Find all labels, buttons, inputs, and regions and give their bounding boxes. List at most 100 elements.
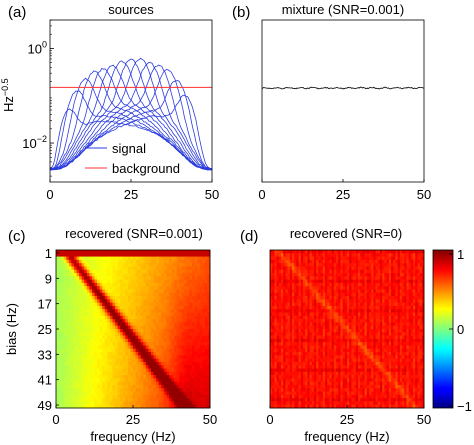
- heatmap-cell: [289, 250, 293, 254]
- heatmap-cell: [102, 398, 106, 402]
- heatmap-cell: [161, 368, 165, 373]
- heatmap-cell: [135, 289, 139, 294]
- heatmap-cell: [192, 315, 195, 320]
- heatmap-cell: [303, 253, 306, 257]
- heatmap-cell: [386, 256, 390, 261]
- heatmap-cell: [204, 302, 208, 307]
- heatmap-cell: [115, 253, 118, 257]
- heatmap-cell: [311, 338, 315, 343]
- heatmap-cell: [68, 286, 72, 290]
- heatmap-cell: [402, 269, 405, 274]
- heatmap-cell: [81, 256, 85, 261]
- heatmap-cell: [89, 263, 93, 267]
- heatmap-cell: [179, 296, 183, 300]
- heatmap-cell: [285, 256, 288, 261]
- heatmap-cell: [342, 312, 346, 317]
- heatmap-cell: [194, 342, 198, 346]
- heatmap-cell: [274, 299, 277, 304]
- heatmap-cell: [303, 315, 306, 320]
- heatmap-cell: [99, 292, 103, 297]
- heatmap-cell: [104, 250, 108, 254]
- y-tick-label: 1: [45, 246, 52, 261]
- heatmap-cell: [181, 325, 185, 330]
- heatmap-cell: [127, 352, 131, 356]
- heatmap-cell: [331, 292, 335, 297]
- heatmap-cell: [138, 352, 142, 356]
- heatmap-cell: [166, 401, 170, 406]
- heatmap-cell: [61, 279, 65, 284]
- heatmap-cell: [314, 325, 317, 330]
- heatmap-cell: [353, 319, 357, 323]
- heatmap-cell: [353, 299, 357, 304]
- heatmap-cell: [192, 361, 195, 366]
- heatmap-cell: [73, 312, 77, 317]
- heatmap-cell: [194, 263, 198, 267]
- heatmap-cell: [292, 259, 295, 264]
- heatmap-cell: [63, 266, 67, 271]
- heatmap-cell: [287, 253, 291, 257]
- heatmap-cell: [181, 365, 185, 369]
- heatmap-cell: [176, 384, 180, 389]
- heatmap-cell: [153, 259, 157, 264]
- heatmap-cell: [189, 345, 193, 350]
- heatmap-cell: [189, 312, 193, 317]
- heatmap-cell: [325, 250, 328, 254]
- heatmap-cell: [397, 266, 401, 271]
- heatmap-cell: [122, 309, 126, 313]
- heatmap-cell: [150, 305, 154, 310]
- heatmap-cell: [417, 259, 420, 264]
- heatmap-cell: [189, 309, 193, 313]
- heatmap-cell: [79, 312, 83, 317]
- heatmap-cell: [380, 253, 383, 257]
- heatmap-cell: [294, 296, 297, 300]
- heatmap-cell: [336, 266, 339, 271]
- heatmap-cell: [56, 391, 59, 396]
- heatmap-cell: [145, 388, 149, 392]
- heatmap-cell: [125, 355, 129, 359]
- heatmap-cell: [316, 273, 319, 277]
- heatmap-cell: [181, 296, 185, 300]
- heatmap-cell: [58, 253, 62, 257]
- heatmap-cell: [122, 276, 126, 280]
- heatmap-cell: [161, 384, 165, 389]
- heatmap-cell: [171, 253, 175, 257]
- heatmap-cell: [58, 361, 62, 366]
- heatmap-cell: [107, 286, 111, 290]
- heatmap-cell: [156, 401, 160, 406]
- heatmap-cell: [71, 276, 75, 280]
- heatmap-cell: [84, 253, 88, 257]
- heatmap-cell: [63, 378, 67, 383]
- heatmap-cell: [84, 269, 88, 274]
- heatmap-cell: [202, 338, 206, 343]
- heatmap-cell: [127, 266, 131, 271]
- heatmap-cell: [415, 299, 418, 304]
- heatmap-cell: [135, 263, 139, 267]
- heatmap-cell: [130, 309, 134, 313]
- heatmap-cell: [61, 335, 65, 340]
- heatmap-cell: [156, 375, 160, 379]
- heatmap-cell: [184, 325, 188, 330]
- heatmap-cell: [194, 371, 198, 376]
- heatmap-cell: [318, 269, 321, 274]
- heatmap-cell: [353, 282, 357, 287]
- x-tick-label: 25: [126, 412, 140, 427]
- heatmap-cell: [89, 259, 93, 264]
- panel-a-label: (a): [8, 4, 26, 21]
- heatmap-cell: [402, 338, 405, 343]
- heatmap-cell: [120, 342, 124, 346]
- heatmap-cell: [166, 312, 170, 317]
- heatmap-cell: [393, 305, 396, 310]
- heatmap-cell: [380, 302, 383, 307]
- heatmap-cell: [316, 269, 319, 274]
- heatmap-cell: [204, 273, 208, 277]
- heatmap-cell: [382, 256, 385, 261]
- heatmap-cell: [344, 342, 348, 346]
- heatmap-cell: [181, 352, 185, 356]
- heatmap-cell: [318, 256, 321, 261]
- heatmap-cell: [140, 365, 144, 369]
- heatmap-cell: [56, 256, 59, 261]
- heatmap-cell: [294, 263, 297, 267]
- heatmap-cell: [325, 269, 328, 274]
- heatmap-cell: [115, 319, 118, 323]
- heatmap-cell: [145, 358, 149, 363]
